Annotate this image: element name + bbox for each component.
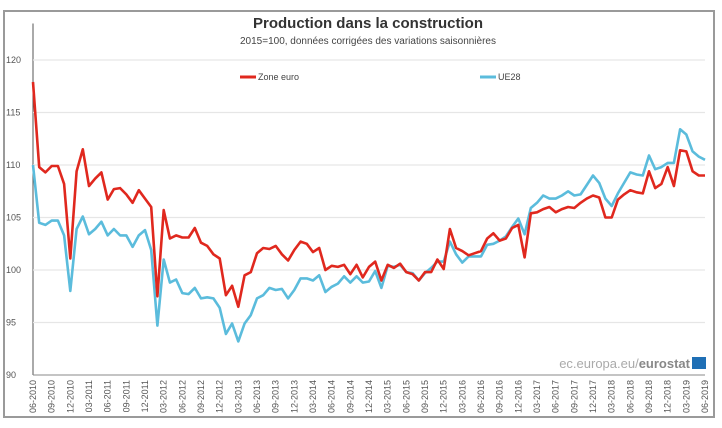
x-tick-label: 06-2016	[476, 380, 486, 413]
x-tick-label: 06-2012	[177, 380, 187, 413]
x-tick-label: 06-2011	[103, 380, 113, 412]
x-tick-label: 03-2015	[383, 380, 393, 413]
x-tick-label: 06-2017	[551, 380, 561, 413]
chart-title: Production dans la construction	[253, 15, 483, 32]
watermark-text: ec.europa.eu/eurostat	[559, 356, 690, 371]
watermark-brand: eurostat	[639, 356, 691, 371]
x-tick-label: 09-2015	[420, 380, 430, 413]
x-tick-label: 03-2014	[308, 380, 318, 413]
watermark-prefix: ec.europa.eu/	[559, 356, 639, 371]
x-tick-label: 09-2010	[47, 380, 57, 413]
legend: Zone euro UE28	[240, 72, 521, 82]
series-line-zone-euro	[31, 81, 705, 309]
series-line-ue28	[31, 128, 706, 343]
x-tick-label: 06-2010	[28, 380, 38, 413]
x-tick-label: 12-2013	[289, 380, 299, 413]
y-tick-label: 90	[6, 370, 16, 380]
chart-subtitle: 2015=100, données corrigées des variatio…	[240, 36, 496, 47]
x-tick-label: 12-2012	[215, 380, 225, 413]
legend-label-ue28: UE28	[498, 72, 521, 82]
y-tick-label: 105	[6, 213, 21, 223]
x-tick-label: 06-2019	[700, 380, 710, 413]
x-tick-label: 09-2013	[271, 380, 281, 413]
x-tick-label: 09-2018	[644, 380, 654, 413]
x-tick-label: 09-2016	[495, 380, 505, 413]
y-tick-label: 115	[6, 108, 20, 118]
x-tick-label: 03-2018	[607, 380, 617, 413]
x-tick-label: 12-2017	[588, 380, 598, 413]
x-tick-label: 12-2015	[439, 380, 449, 413]
legend-label-zone-euro: Zone euro	[258, 72, 299, 82]
x-tick-label: 12-2010	[65, 380, 75, 413]
x-tick-label: 06-2015	[401, 380, 411, 413]
x-tick-label: 06-2018	[625, 380, 635, 413]
x-tick-label: 03-2012	[159, 380, 169, 413]
x-tick-label: 09-2014	[345, 380, 355, 413]
x-tick-label: 12-2018	[663, 380, 673, 413]
x-tick-label: 09-2012	[196, 380, 206, 413]
x-tick-label: 09-2011	[121, 380, 131, 412]
x-tick-label: 03-2017	[532, 380, 542, 413]
x-tick-label: 03-2013	[233, 380, 243, 413]
y-tick-label: 95	[6, 318, 16, 328]
y-tick-label: 100	[6, 265, 21, 275]
x-tick-label: 06-2014	[327, 380, 337, 413]
y-tick-label: 110	[6, 160, 20, 170]
y-tick-label: 120	[6, 55, 21, 65]
x-tick-label: 12-2014	[364, 380, 374, 413]
eurostat-watermark: ec.europa.eu/eurostat	[559, 356, 706, 371]
x-tick-label: 03-2019	[681, 380, 691, 413]
x-tick-label: 12-2016	[513, 380, 523, 413]
chart-frame	[3, 10, 715, 418]
x-tick-label: 09-2017	[569, 380, 579, 413]
x-tick-label: 06-2013	[252, 380, 262, 413]
x-tick-label: 12-2011	[140, 380, 150, 412]
x-tick-label: 03-2011	[84, 380, 94, 412]
x-tick-label: 03-2016	[457, 380, 467, 413]
eu-flag-icon	[692, 357, 706, 369]
